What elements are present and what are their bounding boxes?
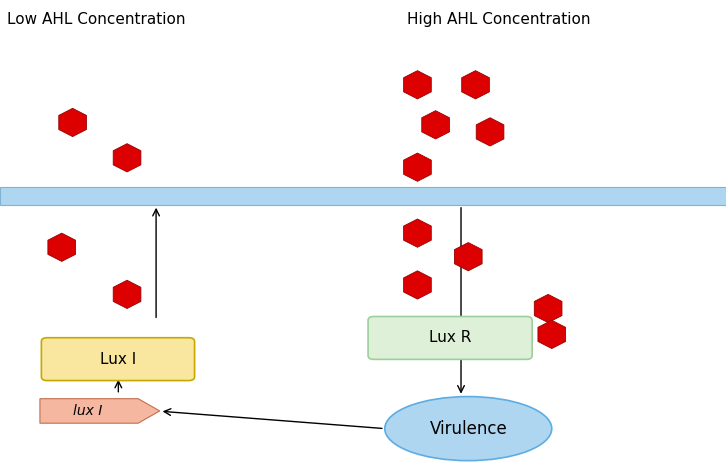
Polygon shape bbox=[462, 71, 489, 99]
Polygon shape bbox=[422, 111, 449, 139]
Polygon shape bbox=[40, 398, 160, 423]
Polygon shape bbox=[454, 243, 482, 271]
Polygon shape bbox=[404, 153, 431, 181]
Polygon shape bbox=[404, 71, 431, 99]
Polygon shape bbox=[59, 108, 86, 137]
Polygon shape bbox=[113, 280, 141, 309]
Polygon shape bbox=[476, 118, 504, 146]
FancyBboxPatch shape bbox=[41, 338, 195, 381]
Polygon shape bbox=[113, 144, 141, 172]
FancyBboxPatch shape bbox=[0, 187, 726, 205]
Text: Virulence: Virulence bbox=[429, 420, 507, 438]
Polygon shape bbox=[538, 320, 566, 349]
Text: Lux I: Lux I bbox=[100, 352, 136, 366]
Polygon shape bbox=[404, 271, 431, 299]
Polygon shape bbox=[48, 233, 76, 261]
Text: High AHL Concentration: High AHL Concentration bbox=[407, 12, 590, 27]
Text: Low AHL Concentration: Low AHL Concentration bbox=[7, 12, 186, 27]
Text: lux I: lux I bbox=[73, 404, 102, 418]
Polygon shape bbox=[404, 219, 431, 247]
FancyBboxPatch shape bbox=[368, 317, 532, 359]
Text: Lux R: Lux R bbox=[429, 331, 471, 345]
Polygon shape bbox=[534, 294, 562, 323]
Ellipse shape bbox=[385, 397, 552, 461]
